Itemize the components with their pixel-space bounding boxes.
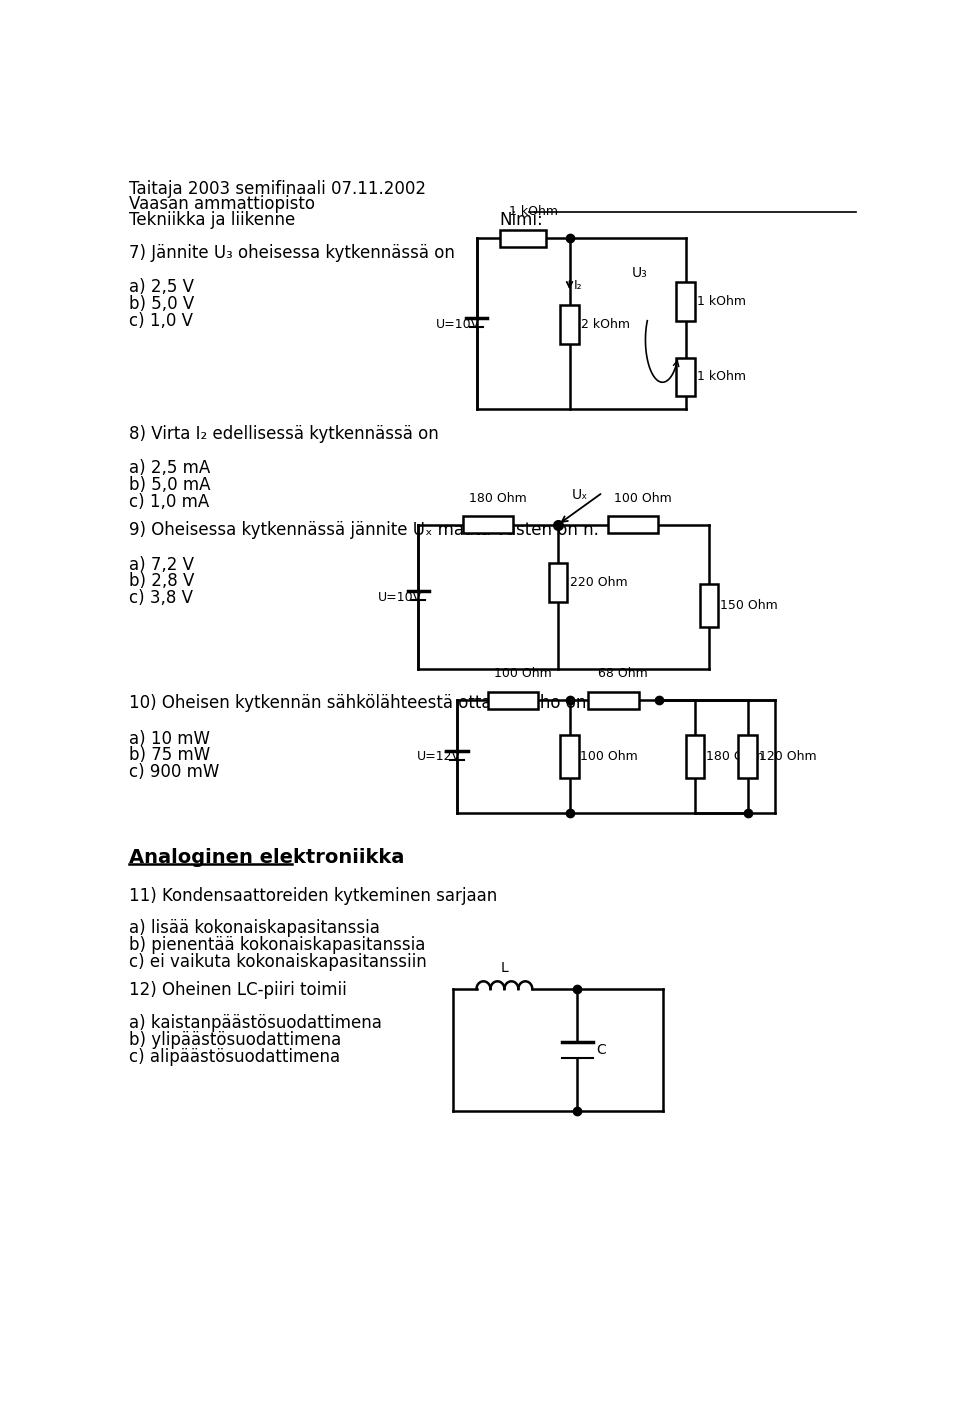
Text: U=10V: U=10V (436, 318, 480, 331)
Bar (463, 516, 514, 533)
Text: Taitaja 2003 semifinaali 07.11.2002: Taitaja 2003 semifinaali 07.11.2002 (130, 180, 426, 198)
Text: 12) Oheinen LC-piiri toimii: 12) Oheinen LC-piiri toimii (130, 982, 348, 999)
Text: c) 1,0 mA: c) 1,0 mA (130, 493, 209, 512)
Text: 10) Oheisen kytkennän sähkölähteestä ottama teho on n.: 10) Oheisen kytkennän sähkölähteestä ott… (130, 693, 608, 712)
Text: 11) Kondensaattoreiden kytkeminen sarjaan: 11) Kondensaattoreiden kytkeminen sarjaa… (130, 887, 497, 905)
Text: b) pienentää kokonaiskapasitanssia: b) pienentää kokonaiskapasitanssia (130, 936, 425, 953)
Bar (700, 584, 718, 627)
Text: 100 Ohm: 100 Ohm (581, 750, 638, 763)
Text: 220 Ohm: 220 Ohm (569, 576, 627, 588)
Text: c) 3,8 V: c) 3,8 V (130, 590, 193, 607)
Text: C: C (596, 1043, 607, 1057)
Text: Tekniikka ja liikenne: Tekniikka ja liikenne (130, 210, 296, 229)
Text: U₃: U₃ (632, 266, 647, 280)
Text: c) ei vaikuta kokonaiskapasitanssiin: c) ei vaikuta kokonaiskapasitanssiin (130, 953, 427, 971)
Bar (548, 563, 567, 601)
Bar (738, 735, 757, 777)
Text: 68 Ohm: 68 Ohm (598, 668, 648, 681)
Text: a) 2,5 mA: a) 2,5 mA (130, 459, 210, 477)
Text: 2 kOhm: 2 kOhm (581, 318, 630, 331)
Text: b) 5,0 mA: b) 5,0 mA (130, 476, 211, 495)
Text: 1 kOhm: 1 kOhm (697, 296, 746, 308)
Text: c) alipäästösuodattimena: c) alipäästösuodattimena (130, 1047, 341, 1066)
Text: Uₓ: Uₓ (572, 487, 588, 502)
Text: I₂: I₂ (573, 279, 582, 291)
Bar (561, 306, 579, 344)
Text: Vaasan ammattiopisto: Vaasan ammattiopisto (130, 195, 315, 213)
Text: 100 Ohm: 100 Ohm (613, 492, 671, 504)
Text: a) 2,5 V: a) 2,5 V (130, 279, 194, 297)
Bar (677, 283, 695, 321)
Text: a) 10 mW: a) 10 mW (130, 729, 210, 747)
Text: L: L (500, 961, 508, 975)
Text: a) 7,2 V: a) 7,2 V (130, 556, 194, 574)
Text: Analoginen elektroniikka: Analoginen elektroniikka (130, 848, 405, 867)
Text: a) lisää kokonaiskapasitanssia: a) lisää kokonaiskapasitanssia (130, 919, 380, 936)
Bar (500, 230, 546, 247)
Bar (561, 735, 579, 777)
Text: Nimi:: Nimi: (500, 210, 543, 229)
Bar (685, 735, 705, 777)
Text: b) 2,8 V: b) 2,8 V (130, 573, 195, 591)
Text: c) 1,0 V: c) 1,0 V (130, 313, 193, 330)
Bar (488, 692, 539, 709)
Text: a) kaistanpäästösuodattimena: a) kaistanpäästösuodattimena (130, 1013, 382, 1032)
Text: 8) Virta I₂ edellisessä kytkennässä on: 8) Virta I₂ edellisessä kytkennässä on (130, 425, 439, 442)
Text: 120 Ohm: 120 Ohm (758, 750, 816, 763)
Text: 7) Jännite U₃ oheisessa kytkennässä on: 7) Jännite U₃ oheisessa kytkennässä on (130, 243, 455, 261)
Text: c) 900 mW: c) 900 mW (130, 763, 220, 782)
Text: 1 kOhm: 1 kOhm (697, 371, 746, 384)
Text: 180 Ohm: 180 Ohm (468, 492, 526, 504)
Text: 9) Oheisessa kytkennässä jännite Uₓ maata vasten on n.: 9) Oheisessa kytkennässä jännite Uₓ maat… (130, 522, 599, 539)
Text: b) ylipäästösuodattimena: b) ylipäästösuodattimena (130, 1030, 342, 1049)
Text: 180 Ohm: 180 Ohm (706, 750, 763, 763)
Text: U=10V: U=10V (378, 591, 422, 604)
Bar (588, 692, 638, 709)
Bar (608, 516, 659, 533)
Text: b) 5,0 V: b) 5,0 V (130, 296, 195, 313)
Text: b) 75 mW: b) 75 mW (130, 746, 210, 764)
Text: 1 kOhm: 1 kOhm (509, 205, 558, 219)
Text: 100 Ohm: 100 Ohm (493, 668, 551, 681)
Bar (677, 358, 695, 396)
Text: U=12V: U=12V (417, 750, 461, 763)
Text: 150 Ohm: 150 Ohm (720, 600, 778, 612)
